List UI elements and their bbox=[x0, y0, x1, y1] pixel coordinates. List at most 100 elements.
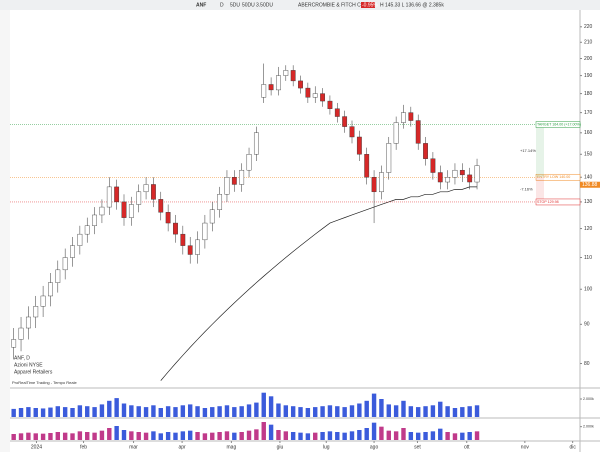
volume-bar bbox=[467, 432, 472, 440]
volume-bar bbox=[460, 432, 465, 440]
x-tick-label: dic bbox=[569, 444, 576, 450]
volume-bar bbox=[18, 408, 24, 417]
volume-bar bbox=[298, 407, 303, 417]
volume-bar bbox=[335, 432, 340, 440]
candle-body bbox=[401, 112, 406, 123]
volume-bar bbox=[415, 432, 421, 440]
tf-button[interactable]: 5DU bbox=[230, 2, 240, 8]
last-price-label: 136.88 bbox=[582, 182, 598, 188]
volume-bar bbox=[393, 431, 399, 440]
candle-body bbox=[334, 108, 340, 117]
volume-bar bbox=[298, 432, 303, 440]
candle-body bbox=[393, 122, 399, 144]
volume-bar bbox=[26, 432, 31, 440]
candle-body bbox=[114, 186, 120, 203]
volume-bar bbox=[114, 398, 119, 417]
volume-bar bbox=[445, 432, 450, 440]
volume-bar bbox=[11, 408, 16, 417]
volume-bar bbox=[195, 406, 200, 417]
volume-bar bbox=[121, 403, 127, 417]
volume-bar bbox=[430, 405, 436, 417]
candle-body bbox=[128, 204, 134, 218]
y-tick-label: 110 bbox=[584, 255, 592, 261]
volume-bar bbox=[202, 408, 208, 417]
volume-bar bbox=[224, 431, 230, 440]
candle-body bbox=[40, 295, 46, 307]
candle-body bbox=[158, 199, 164, 213]
y-tick-label: 190 bbox=[584, 73, 593, 79]
candle-body bbox=[283, 70, 289, 76]
volume-bar bbox=[62, 432, 68, 440]
x-tick-label: giu bbox=[277, 444, 284, 450]
candle-body bbox=[312, 93, 318, 98]
last-price-box bbox=[580, 181, 600, 188]
volume-bar bbox=[77, 405, 83, 417]
tf-button[interactable]: 50DU bbox=[242, 2, 255, 8]
volume-bar bbox=[92, 432, 97, 440]
volume-bar bbox=[460, 407, 465, 417]
candle-body bbox=[231, 177, 237, 185]
volume-bar bbox=[452, 408, 458, 417]
candle-body bbox=[474, 165, 480, 183]
candle-body bbox=[77, 233, 83, 246]
volume-bar bbox=[268, 424, 274, 440]
y-tick-label: 200 bbox=[584, 56, 593, 62]
candle-body bbox=[84, 225, 90, 235]
candle-body bbox=[121, 201, 127, 218]
volume-tick-label: 2.000k bbox=[583, 425, 594, 429]
candle-body bbox=[268, 84, 274, 91]
x-tick-label: nov bbox=[521, 444, 530, 450]
side-toolbar bbox=[0, 10, 10, 452]
x-tick-label: 2024 bbox=[31, 444, 42, 450]
volume-bar bbox=[320, 406, 325, 417]
candle-body bbox=[70, 245, 75, 258]
volume-bar bbox=[173, 432, 178, 440]
candle-body bbox=[305, 87, 311, 98]
volume-bar bbox=[305, 408, 311, 417]
volume-bar bbox=[445, 406, 450, 417]
volume-bar bbox=[107, 400, 112, 417]
y-tick-label: 170 bbox=[584, 110, 593, 116]
candle-body bbox=[18, 327, 24, 340]
candle-body bbox=[25, 316, 31, 329]
y-tick-label: 180 bbox=[584, 91, 593, 97]
candle-body bbox=[143, 184, 149, 193]
x-tick-label: set bbox=[414, 444, 421, 450]
y-tick-label: 100 bbox=[584, 287, 593, 293]
volume-bar bbox=[232, 432, 237, 440]
interval[interactable]: D bbox=[220, 2, 224, 8]
y-tick-label: 160 bbox=[584, 130, 593, 136]
candle-body bbox=[364, 154, 370, 178]
volume-bar bbox=[401, 428, 406, 440]
volume-bar bbox=[165, 406, 171, 417]
volume-bar bbox=[290, 432, 296, 440]
y-tick-label: 120 bbox=[584, 226, 593, 232]
volume-bar bbox=[276, 430, 281, 440]
y-tick-label: 220 bbox=[584, 24, 593, 30]
volume-bar bbox=[232, 407, 237, 417]
volume-bar bbox=[18, 433, 24, 440]
y-tick-label: 130 bbox=[584, 199, 593, 205]
volume-bar bbox=[313, 407, 318, 417]
stop-zone bbox=[536, 177, 544, 199]
volume-bar bbox=[349, 405, 355, 417]
volume-bar bbox=[202, 433, 208, 440]
volume-bar bbox=[136, 432, 141, 440]
volume-bar bbox=[136, 406, 141, 417]
volume-bar bbox=[342, 407, 347, 417]
symbol[interactable]: ANF bbox=[196, 2, 206, 8]
volume-bar bbox=[364, 428, 369, 440]
volume-bar bbox=[364, 400, 369, 417]
volume-bar bbox=[26, 407, 31, 417]
candle-body bbox=[386, 143, 392, 173]
volume-bar bbox=[217, 406, 222, 417]
volume-bar bbox=[40, 408, 46, 417]
volume-bar bbox=[129, 405, 134, 417]
info-sector: Apparel Retailers bbox=[14, 369, 53, 375]
quote: H 145.33 L 136.66 @ 2.385k bbox=[380, 2, 444, 8]
volume-bar bbox=[393, 405, 399, 417]
candle-body bbox=[261, 84, 267, 98]
candle-body bbox=[320, 93, 325, 102]
tf-button[interactable]: 3.50DU bbox=[256, 2, 273, 8]
candle-body bbox=[459, 169, 465, 176]
